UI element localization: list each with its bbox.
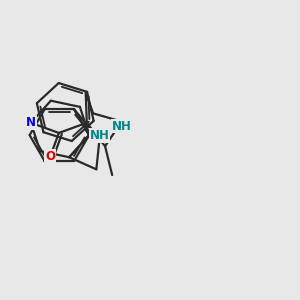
Text: NH: NH <box>112 119 132 133</box>
Text: N: N <box>26 116 36 129</box>
Text: O: O <box>45 150 55 163</box>
Text: NH: NH <box>89 129 110 142</box>
